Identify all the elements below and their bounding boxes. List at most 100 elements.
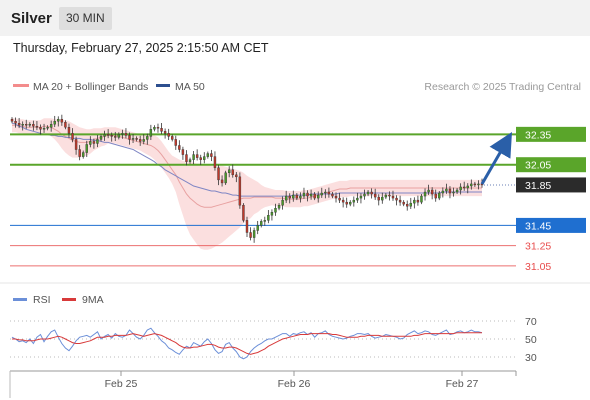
rsi-line — [11, 327, 483, 360]
candle-body — [317, 194, 320, 199]
candle-body — [235, 174, 238, 178]
candle-body — [338, 197, 341, 201]
candle-body — [409, 202, 412, 207]
candle-body — [53, 120, 56, 125]
candle-body — [249, 232, 252, 238]
candle-body — [349, 201, 352, 205]
candle-body — [42, 128, 46, 130]
candle-body — [277, 204, 281, 209]
candle-body — [64, 122, 67, 128]
bb-legend-label: MA 20 + Bollinger Bands — [33, 81, 148, 93]
candle-body — [466, 185, 469, 189]
candle-body — [106, 134, 110, 136]
candle-body — [356, 197, 359, 201]
candle-body — [199, 157, 202, 160]
candle-body — [473, 183, 477, 186]
candle-body — [452, 191, 455, 194]
candle-body — [227, 169, 231, 174]
candle-body — [448, 188, 452, 194]
candle-body — [217, 167, 220, 181]
candle-body — [313, 193, 316, 199]
candle-body — [391, 195, 395, 199]
timestamp: Thursday, February 27, 2025 2:15:50 AM C… — [13, 41, 269, 55]
candle-body — [438, 192, 441, 199]
candle-body — [21, 124, 24, 126]
level-31-85-label: 31.85 — [525, 180, 551, 192]
candle-body — [263, 220, 267, 222]
candle-body — [427, 189, 430, 193]
candle-body — [71, 133, 74, 140]
bollinger-band — [12, 118, 482, 250]
candle-body — [35, 126, 39, 128]
candle-body — [131, 138, 135, 140]
candle-body — [284, 195, 288, 201]
candle-body — [188, 159, 192, 162]
candle-body — [384, 194, 388, 198]
candle-body — [156, 127, 160, 129]
candle-body — [224, 172, 227, 184]
candle-body — [477, 183, 480, 186]
candle-body — [117, 134, 121, 138]
candle-body — [359, 195, 363, 199]
rsi-tick-70: 70 — [525, 316, 537, 328]
interval-button[interactable]: 30 MIN — [59, 7, 112, 30]
candle-body — [327, 191, 331, 195]
rsi-legend-swatch — [13, 298, 27, 301]
ma9-legend-swatch — [62, 298, 76, 301]
candle-body — [352, 199, 356, 203]
candle-body — [423, 191, 427, 197]
candle-body — [324, 191, 327, 194]
candle-body — [96, 139, 99, 144]
candle-body — [299, 195, 302, 199]
candle-body — [78, 149, 81, 157]
candle-body — [434, 193, 437, 199]
level-32-35-badge — [516, 126, 586, 142]
candle-body — [121, 133, 124, 135]
candle-body — [260, 221, 263, 226]
candle-body — [32, 124, 35, 127]
candle-body — [366, 191, 370, 195]
candle-body — [128, 135, 131, 140]
rsi-legend-label: RSI — [33, 294, 51, 306]
candle-body — [103, 134, 106, 137]
candle-body — [445, 188, 448, 192]
candle-body — [46, 127, 49, 129]
bollinger-fill — [12, 118, 482, 250]
candle-body — [238, 176, 242, 206]
candle-body — [60, 118, 64, 123]
rsi-tick-30: 30 — [525, 352, 537, 364]
candle-body — [320, 192, 323, 196]
instrument-title: Silver — [11, 10, 52, 27]
candle-body — [135, 138, 138, 140]
candle-body — [373, 193, 377, 198]
candle-body — [85, 144, 88, 153]
candle-body — [210, 153, 213, 157]
candle-body — [459, 186, 462, 191]
candle-body — [388, 194, 391, 197]
candle-body — [420, 195, 423, 203]
candle-body — [341, 199, 345, 203]
level-31-45-label: 31.45 — [525, 220, 551, 232]
candle-body — [413, 199, 416, 204]
candle-body — [138, 139, 142, 142]
candle-body — [110, 135, 113, 137]
candle-body — [146, 136, 149, 140]
candle-body — [295, 194, 299, 199]
candle-body — [274, 208, 277, 213]
candle-body — [416, 199, 420, 203]
level-31-45-badge — [516, 217, 586, 233]
candle-body — [82, 152, 85, 157]
candle-body — [309, 193, 313, 197]
candle-body — [206, 153, 210, 157]
candle-body — [57, 118, 60, 122]
candle-body — [395, 197, 398, 201]
candle-body — [402, 201, 405, 205]
candle-body — [49, 124, 53, 128]
candle-body — [331, 193, 334, 197]
candle-body — [462, 186, 466, 189]
candle-body — [213, 156, 217, 168]
candle-body — [398, 199, 402, 203]
candle-body — [363, 193, 366, 197]
candle-body — [25, 124, 28, 126]
candle-body — [302, 192, 306, 197]
